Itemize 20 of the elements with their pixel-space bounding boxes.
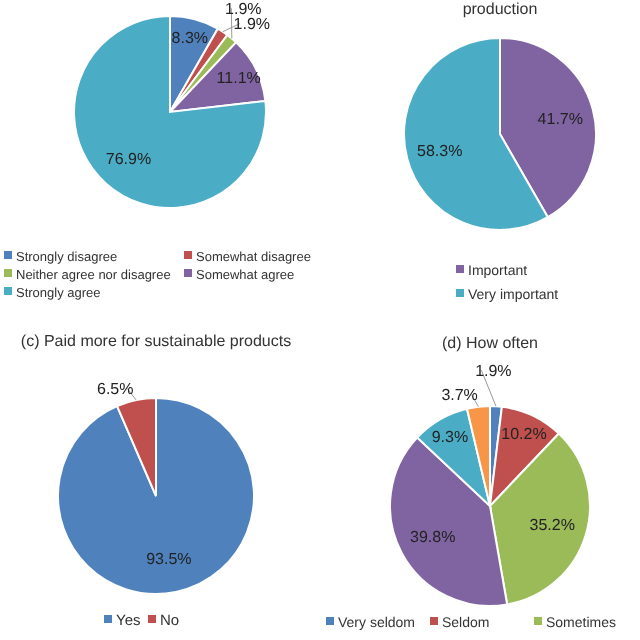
data-label: 6.5% [97, 380, 134, 399]
data-label: 3.7% [441, 386, 478, 405]
pie-slice [57, 397, 255, 595]
data-label: 39.8% [410, 528, 456, 547]
data-label: 93.5% [146, 549, 192, 568]
data-label: 76.9% [105, 150, 152, 169]
data-label: 58.3% [417, 141, 463, 160]
data-label: 41.7% [537, 109, 583, 128]
data-label: 11.1% [216, 69, 261, 88]
chart-title: (c) Paid more for sustainable products [20, 332, 292, 350]
chart-title: (d) How often [441, 334, 539, 352]
data-label: 35.2% [529, 516, 575, 535]
chart-title: production [462, 0, 538, 18]
data-label: 1.9% [233, 15, 271, 34]
data-label: 1.9% [475, 361, 512, 380]
data-label: 9.3% [431, 428, 469, 447]
data-label: 10.2% [501, 425, 547, 444]
data-label: 8.3% [171, 29, 209, 48]
data-label: 1.9% [225, 0, 262, 18]
pie-slice [73, 15, 267, 209]
